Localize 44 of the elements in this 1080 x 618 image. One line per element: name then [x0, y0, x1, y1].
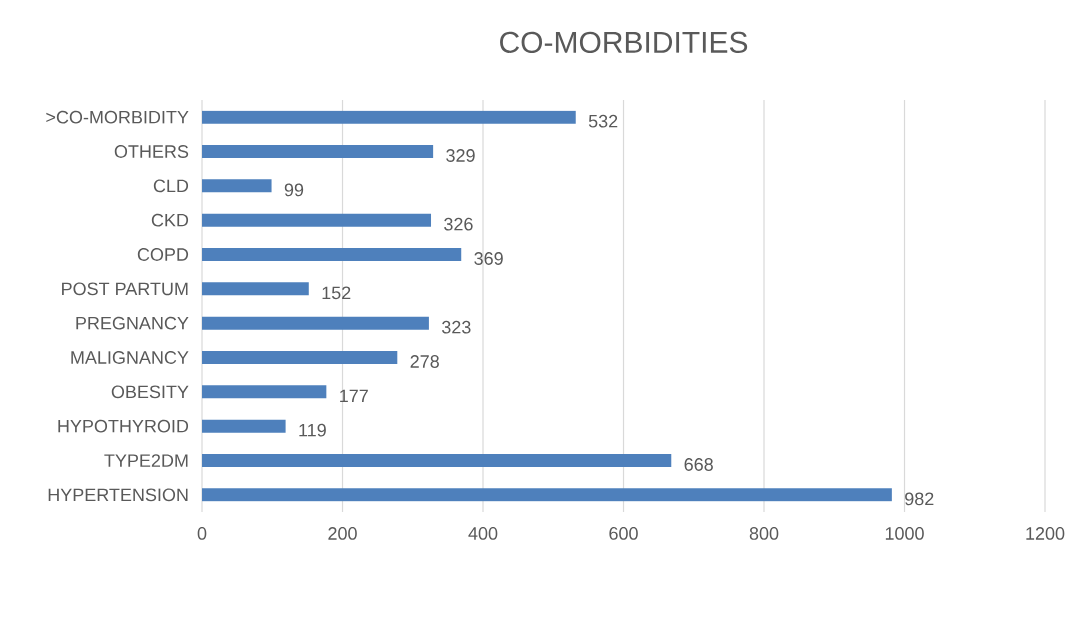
- bar: [202, 419, 286, 433]
- x-tick-label: 1200: [1026, 527, 1065, 540]
- y-tick-label: POST PARTUM: [62, 282, 188, 296]
- y-tick-label: CKD: [151, 213, 189, 227]
- y-tick-label: PREGNANCY: [76, 316, 189, 330]
- x-tick-label: 600: [609, 527, 638, 540]
- y-tick-label: CLD: [153, 179, 189, 193]
- data-label: 152: [322, 286, 351, 300]
- bar: [202, 385, 327, 399]
- bar: [202, 282, 309, 296]
- data-label: 278: [410, 355, 439, 368]
- bar: [202, 351, 398, 364]
- bar: [202, 316, 429, 330]
- y-tick-label: COPD: [137, 248, 189, 261]
- x-tick-label: 800: [749, 527, 779, 540]
- data-label: 119: [299, 423, 326, 437]
- bar: [202, 145, 434, 158]
- x-tick-label: 200: [328, 527, 357, 540]
- x-tick-label: 0: [197, 527, 207, 540]
- bar: [202, 488, 892, 502]
- bar: [202, 179, 272, 193]
- y-tick-label: >CO-MORBIDITY: [46, 110, 189, 124]
- bar: [202, 213, 432, 227]
- data-label: 369: [474, 252, 503, 265]
- data-label: 323: [442, 320, 471, 334]
- chart-title: CO-MORBIDITIES: [500, 31, 748, 53]
- x-tick-label: 1000: [885, 527, 924, 540]
- y-tick-label: MALIGNANCY: [71, 351, 189, 364]
- x-tick-label: 400: [468, 527, 498, 540]
- y-tick-label: HYPOTHYROID: [58, 419, 189, 433]
- data-label: 668: [684, 458, 713, 471]
- y-tick-label: HYPERTENSION: [48, 488, 188, 502]
- bar: [202, 248, 462, 261]
- data-label: 329: [446, 149, 475, 162]
- y-tick-label: OBESITY: [111, 385, 189, 399]
- y-tick-label: OTHERS: [114, 145, 189, 158]
- data-label: 99: [284, 183, 304, 197]
- data-label: 326: [444, 217, 473, 231]
- y-tick-label: TYPE2DM: [104, 454, 188, 467]
- bar: [202, 110, 576, 124]
- data-label: 532: [588, 114, 618, 128]
- bar: [202, 454, 672, 467]
- data-label: 982: [905, 492, 934, 506]
- data-label: 177: [340, 389, 368, 403]
